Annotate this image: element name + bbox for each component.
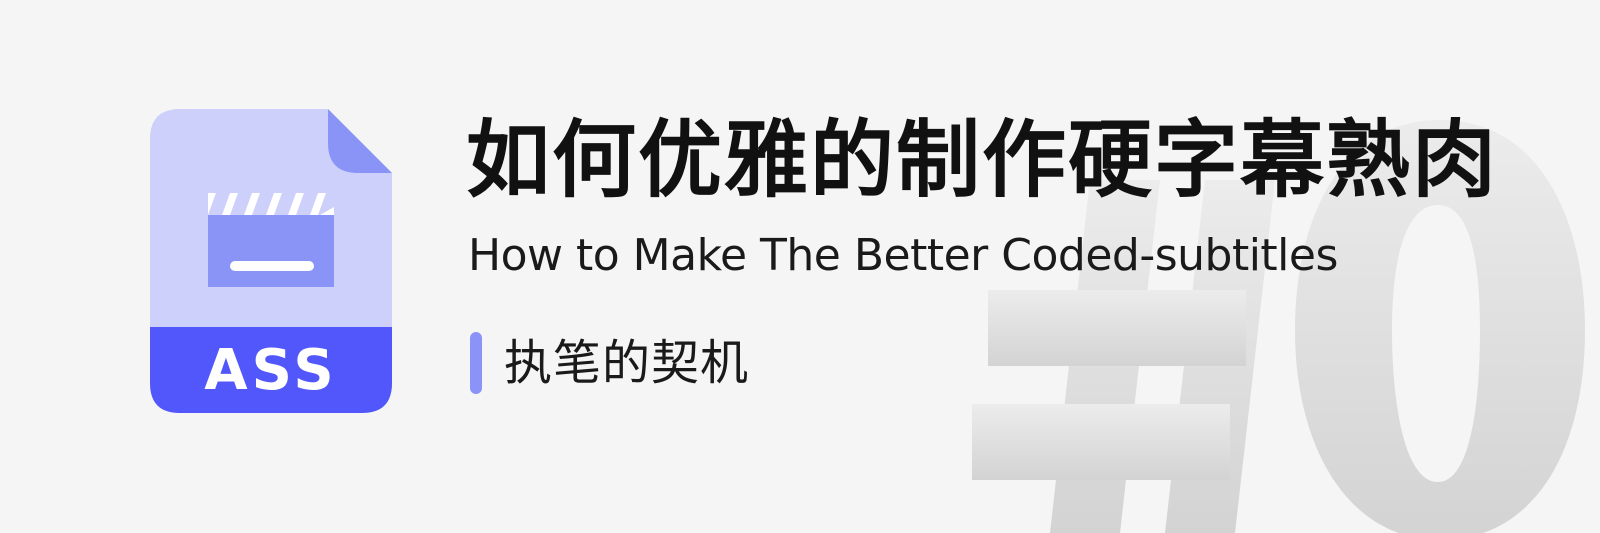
watermark-hash <box>972 180 1275 533</box>
ass-file-icon <box>150 109 392 413</box>
page-title: 如何优雅的制作硬字幕熟肉 <box>466 111 1499 209</box>
file-fold <box>328 109 392 173</box>
clapperboard-icon <box>208 193 334 287</box>
watermark-zero <box>1295 120 1585 533</box>
subtitle-accent-bar <box>470 332 482 394</box>
chapter-subtitle: 执笔的契机 <box>504 335 750 391</box>
watermark-number <box>972 120 1585 533</box>
file-badge <box>150 327 392 413</box>
file-badge-label: ASS <box>204 337 338 403</box>
page-title-english: How to Make The Better Coded-subtitles <box>468 230 1338 281</box>
